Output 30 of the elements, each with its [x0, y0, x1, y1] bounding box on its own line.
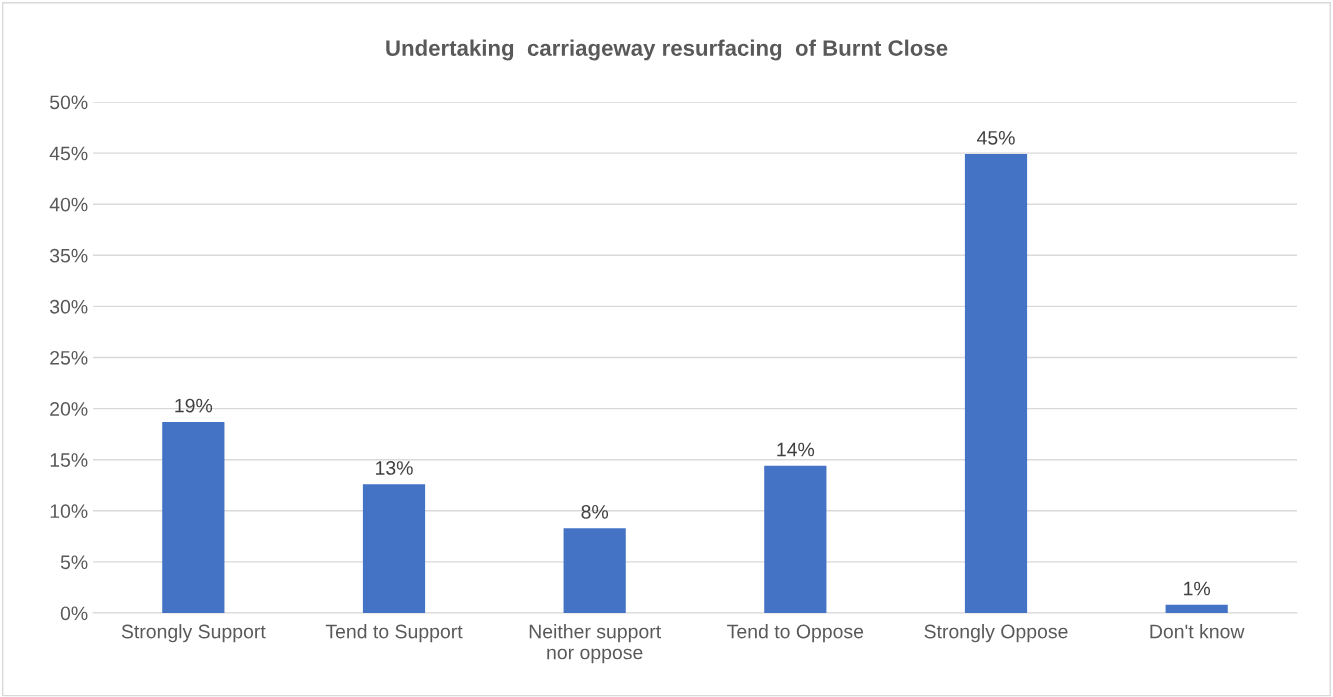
y-tick-label: 20% — [50, 402, 88, 416]
y-tick-label: 10% — [50, 504, 88, 519]
y-tick-label: 0% — [60, 606, 88, 621]
x-tick-label: Don't know — [1150, 624, 1245, 639]
x-tick-label: Tend to Support — [325, 624, 463, 643]
bar — [1165, 604, 1228, 613]
y-tick-label: 15% — [50, 453, 88, 467]
x-tick-label: Tend to Oppose — [727, 624, 864, 643]
y-tick-label: 35% — [49, 248, 88, 263]
data-label: 14% — [777, 442, 815, 457]
x-tick-label: Strongly Oppose — [924, 624, 1068, 643]
x-tick-label: Strongly Support — [121, 624, 266, 643]
bar — [162, 421, 225, 613]
data-label: 45% — [976, 131, 1015, 145]
y-tick-label: 5% — [60, 555, 88, 570]
bar — [563, 528, 626, 613]
data-label: 13% — [376, 461, 413, 475]
y-tick-label: 25% — [50, 350, 88, 365]
y-tick-label: 30% — [49, 299, 88, 314]
chart-title: Undertaking carriageway resurfacing of Burnt Close — [386, 39, 948, 61]
data-label: 19% — [175, 398, 213, 413]
bar — [362, 484, 426, 613]
bar — [764, 465, 827, 613]
data-label: 1% — [1184, 581, 1211, 596]
y-tick-label: 40% — [49, 197, 88, 212]
y-tick-label: 45% — [49, 146, 88, 161]
x-tick-label: Neither support nor oppose — [529, 624, 661, 664]
bar — [964, 154, 1028, 613]
y-tick-label: 50% — [50, 95, 88, 110]
data-label: 8% — [581, 505, 609, 519]
